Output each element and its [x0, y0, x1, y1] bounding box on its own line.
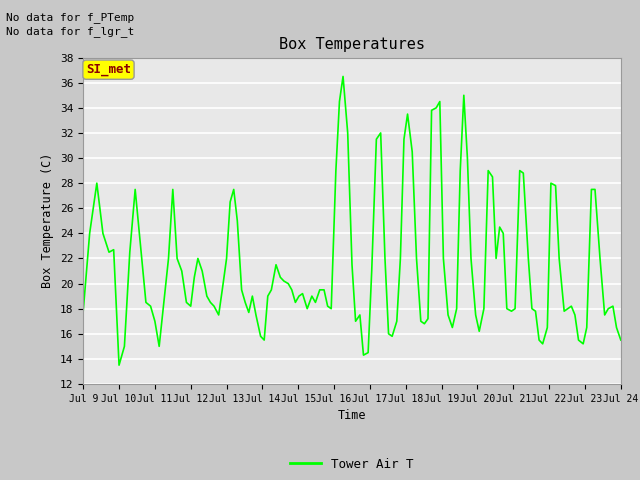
Legend: Tower Air T: Tower Air T [285, 453, 419, 476]
Text: No data for f_lgr_t: No data for f_lgr_t [6, 26, 134, 37]
Text: No data for f_PTemp: No data for f_PTemp [6, 12, 134, 23]
X-axis label: Time: Time [338, 409, 366, 422]
Title: Box Temperatures: Box Temperatures [279, 37, 425, 52]
Y-axis label: Box Temperature (C): Box Temperature (C) [42, 153, 54, 288]
Text: SI_met: SI_met [86, 63, 131, 76]
